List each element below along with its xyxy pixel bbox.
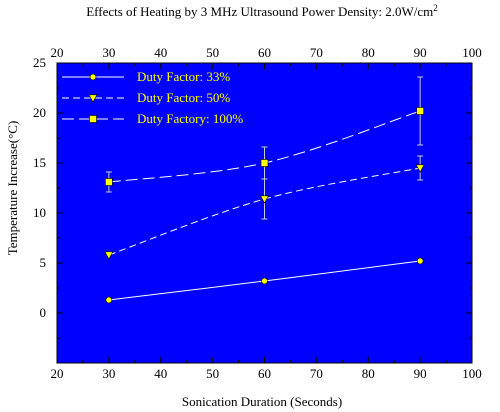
data-point-square: [89, 115, 97, 123]
axis-ticks: [56, 62, 473, 363]
data-point-square: [105, 178, 113, 186]
x-tick-label-top: 100: [462, 45, 482, 60]
x-tick-label-bottom: 90: [414, 366, 427, 381]
chart-title-superscript: 2: [433, 3, 438, 13]
data-series: [104, 76, 425, 304]
legend: Duty Factor: 33% Duty Factor: 50% Duty Fac…: [62, 69, 243, 126]
x-tick-label-bottom: 80: [362, 366, 375, 381]
y-tick-label: 20: [33, 105, 46, 120]
data-point-triangle: [415, 164, 425, 173]
x-tick-label-top: 20: [51, 45, 64, 60]
y-tick-label: 15: [33, 155, 46, 170]
y-tick-label: 0: [40, 305, 47, 320]
x-tick-label-bottom: 60: [258, 366, 271, 381]
x-tick-label-top: 60: [258, 45, 271, 60]
data-point-triangle: [259, 195, 270, 204]
y-tick-label: 10: [33, 205, 46, 220]
x-axis-label: Sonication Duration (Seconds): [182, 394, 342, 409]
series-1: [105, 257, 424, 304]
legend-item: Duty Factory: 100%: [62, 111, 243, 126]
x-tick-label-top: 90: [414, 45, 427, 60]
x-tick-label-top: 30: [102, 45, 115, 60]
data-point-square: [260, 159, 269, 167]
legend-label: Duty Factor: 33%: [137, 69, 230, 84]
chart-title: Effects of Heating by 3 MHz Ultrasound P…: [86, 3, 438, 19]
x-tick-label-bottom: 50: [206, 366, 219, 381]
x-tick-label-top: 40: [154, 45, 167, 60]
x-tick-label-top: 80: [362, 45, 375, 60]
data-point-square: [416, 107, 424, 115]
data-point-circle: [261, 277, 268, 285]
x-tick-label-bottom: 20: [51, 366, 64, 381]
data-point-triangle: [88, 94, 98, 103]
data-point-circle: [416, 257, 424, 265]
data-point-triangle: [104, 251, 114, 260]
data-point-circle: [105, 296, 113, 304]
data-point-circle: [89, 73, 97, 81]
legend-item: Duty Factor: 50%: [62, 90, 230, 105]
x-tick-label-bottom: 70: [310, 366, 323, 381]
legend-label: Duty Factor: 50%: [137, 90, 230, 105]
legend-item: Duty Factor: 33%: [62, 69, 230, 84]
x-tick-label-top: 70: [310, 45, 323, 60]
x-tick-label-bottom: 40: [154, 366, 167, 381]
x-tick-label-bottom: 30: [102, 366, 115, 381]
y-axis-label: Temperature Increase(°C): [5, 121, 20, 256]
tick-labels: 20 20 30 30 40 40 50 50 60 60 70 70 80 80 90 90 100 100 0 5…: [33, 45, 482, 381]
x-tick-label-bottom: 100: [462, 366, 482, 381]
y-tick-label: 25: [33, 55, 46, 70]
chart-title-text: Effects of Heating by 3 MHz Ultrasound P…: [86, 4, 433, 19]
series-3: [105, 76, 424, 193]
legend-label: Duty Factory: 100%: [137, 111, 243, 126]
x-tick-label-top: 50: [206, 45, 219, 60]
y-tick-label: 5: [40, 255, 47, 270]
